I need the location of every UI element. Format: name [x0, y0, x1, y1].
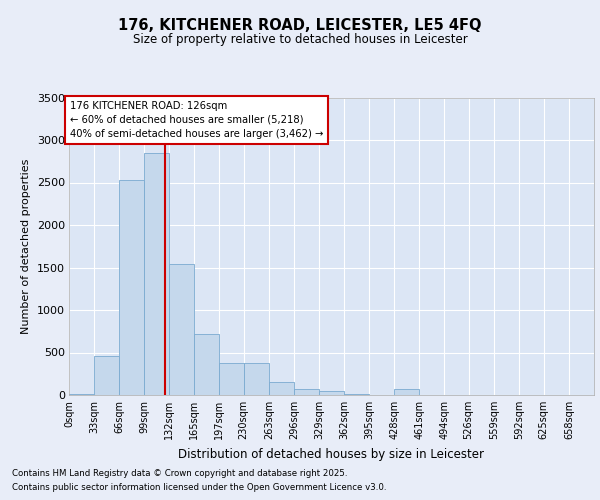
- Text: Contains HM Land Registry data © Crown copyright and database right 2025.: Contains HM Land Registry data © Crown c…: [12, 468, 347, 477]
- Bar: [319, 391, 344, 395]
- Text: 176 KITCHENER ROAD: 126sqm
← 60% of detached houses are smaller (5,218)
40% of s: 176 KITCHENER ROAD: 126sqm ← 60% of deta…: [70, 101, 323, 139]
- Text: Contains public sector information licensed under the Open Government Licence v3: Contains public sector information licen…: [12, 484, 386, 492]
- Bar: [344, 394, 369, 395]
- Bar: [294, 388, 319, 395]
- Bar: [194, 334, 220, 395]
- Y-axis label: Number of detached properties: Number of detached properties: [21, 158, 31, 334]
- X-axis label: Distribution of detached houses by size in Leicester: Distribution of detached houses by size …: [179, 448, 485, 460]
- Text: 176, KITCHENER ROAD, LEICESTER, LE5 4FQ: 176, KITCHENER ROAD, LEICESTER, LE5 4FQ: [118, 18, 482, 32]
- Bar: [94, 356, 119, 395]
- Bar: [269, 382, 294, 395]
- Bar: [69, 394, 94, 395]
- Text: Size of property relative to detached houses in Leicester: Size of property relative to detached ho…: [133, 32, 467, 46]
- Bar: [144, 153, 169, 395]
- Bar: [119, 180, 144, 395]
- Bar: [244, 363, 269, 395]
- Bar: [218, 362, 244, 395]
- Bar: [169, 264, 194, 395]
- Bar: [394, 388, 419, 395]
